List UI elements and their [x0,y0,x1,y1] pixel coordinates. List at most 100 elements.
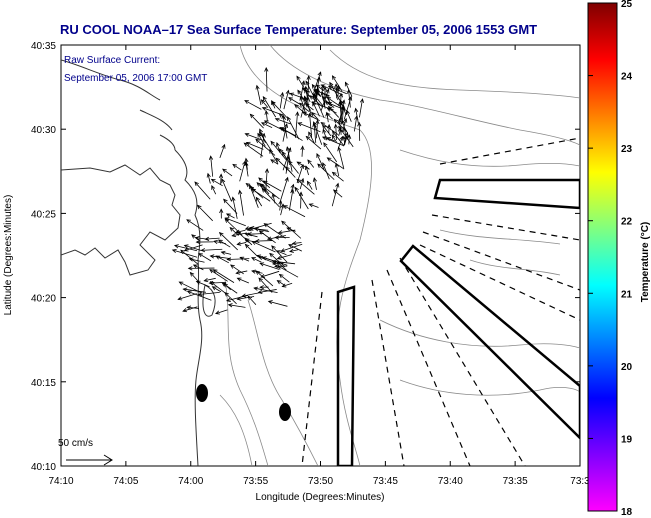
separation-zone [399,244,580,440]
colorbar-tick-label: 22 [621,217,633,228]
current-vector [226,257,250,262]
current-vector [183,244,203,252]
current-vector [266,235,286,241]
current-vector [307,180,313,190]
current-vector [249,113,264,129]
current-vector [353,115,359,132]
current-vector [309,95,324,108]
current-vector [300,80,306,100]
current-vector [296,163,304,184]
plot-frame [60,44,581,467]
current-vector [306,75,311,101]
current-vector [326,137,336,142]
current-vector [261,187,280,208]
current-vector [299,177,305,190]
current-vector [307,112,313,138]
current-vector [244,161,249,177]
shipping-lane-line [371,279,405,466]
current-vector [316,88,322,98]
current-vector [262,95,277,118]
current-vector [320,90,326,109]
current-vector [276,280,285,286]
current-vector [215,309,228,315]
bathymetry-contour [269,45,580,146]
current-vector [288,244,302,252]
current-vector [325,112,333,120]
y-axis-ticks: 40:35 40:30 40:25 40:20 40:15 40:10 [31,41,580,473]
shipping-lanes [301,137,580,466]
current-vector [224,218,243,236]
current-vector [223,282,231,291]
current-vector [343,95,353,120]
current-vector [264,168,270,192]
current-vector [261,106,282,116]
bathymetry-contour [399,379,580,396]
current-vector [331,75,343,92]
x-tick-label: 74:10 [48,476,73,487]
current-vector [235,229,246,234]
shipping-lane-line [422,231,580,291]
current-vector [180,249,199,265]
bathymetry-contour [247,299,319,466]
current-vector [211,286,222,293]
current-vector [299,102,310,112]
separation-zone [336,285,356,466]
coastline-segment [61,59,161,101]
current-vector [291,241,302,246]
colorbar-tick-label: 21 [621,289,633,300]
coastline-segment [174,149,203,466]
current-vector [206,172,211,184]
current-vector [219,208,224,219]
x-axis-ticks: 74:10 74:05 74:00 73:55 73:50 73:45 73:40 73:35… [48,45,590,487]
current-vector [189,271,201,284]
current-vector [341,117,348,132]
current-vector [325,93,333,107]
current-vector [257,289,277,294]
current-vector [296,161,310,170]
x-tick-label: 73:55 [243,476,268,487]
current-vector [217,239,231,248]
separation-zone [433,178,580,210]
current-vector [357,121,362,141]
colorbar-tick-label: 24 [621,72,633,83]
current-vector [279,127,296,136]
current-vector [347,134,352,145]
current-vector [334,83,339,99]
current-vector [192,264,204,271]
x-tick-label: 74:00 [178,476,203,487]
current-vector [264,66,269,92]
current-vector [262,180,282,192]
current-vector [296,75,311,98]
current-vector [279,176,289,203]
current-vector [308,203,319,208]
colorbar-ticks: 25 24 23 22 21 20 19 18 [588,0,633,518]
current-vector [258,256,275,264]
mooring-marker [279,403,291,421]
current-vector [280,243,303,253]
annotation-line1: Raw Surface Current: [64,55,160,66]
coastline [61,59,216,466]
current-vector [260,99,269,108]
current-vector [331,171,344,182]
current-vector [294,186,309,210]
current-vector [331,182,340,207]
y-tick-label: 40:15 [31,378,56,389]
current-vector [307,159,315,168]
current-vector [218,173,224,185]
current-vector [276,254,292,260]
current-vector [300,97,308,118]
current-vector [313,71,322,91]
current-vector [275,141,281,153]
colorbar-tick-label: 23 [621,144,633,155]
shipping-lane-line [439,137,580,165]
current-vector [287,116,300,140]
current-vector [258,277,273,293]
mooring-marker [196,384,208,402]
y-tick-label: 40:25 [31,209,56,220]
current-vector [312,92,323,106]
current-vector [209,269,228,282]
colorbar-tick-label: 18 [621,507,633,518]
shipping-lane-line [301,291,323,466]
current-vectors [171,66,365,315]
